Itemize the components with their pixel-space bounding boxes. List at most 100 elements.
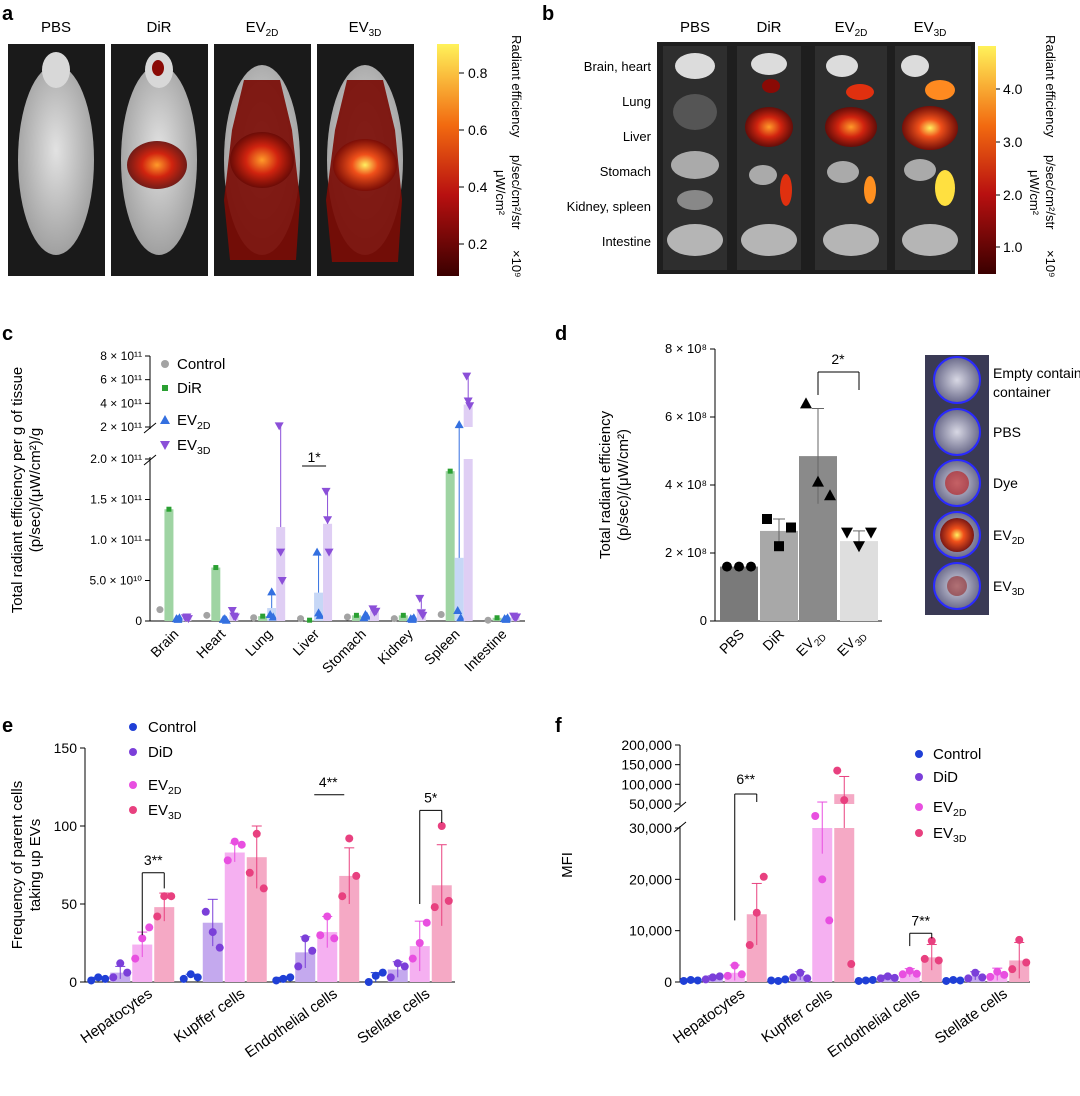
e-point [338, 892, 347, 901]
e-point [101, 974, 110, 983]
e-x-tick-label: Kupffer cells [171, 985, 248, 1046]
e-bar [154, 907, 175, 982]
f-point [803, 974, 812, 983]
b-label-ev3d: EV3D [914, 19, 947, 39]
panel-letter-d: d [555, 323, 567, 345]
c-point [462, 372, 472, 381]
e-point [116, 959, 125, 968]
d-point [762, 514, 772, 524]
a-colorbar-ticks: 0.8 0.6 0.4 0.2 [459, 65, 488, 252]
d-y-label: Total radiant efficiency [597, 410, 614, 559]
a-cbar-tick: 0.4 [468, 179, 488, 195]
f-point [890, 973, 899, 982]
c-y-tick-label: 2.0 × 10¹¹ [90, 452, 142, 466]
f-point [912, 969, 921, 978]
c-point [321, 487, 331, 496]
f-axis-break [673, 821, 687, 833]
d-point [746, 561, 756, 572]
e-y-label: taking up EVs [27, 819, 44, 912]
c-point [260, 613, 266, 619]
d-point [812, 475, 824, 487]
c-point [456, 613, 466, 622]
f-legend-label: EV2D [933, 799, 967, 819]
f-x-tick-label: Kupffer cells [758, 985, 835, 1046]
d-well-pbs [933, 408, 981, 456]
panel-b: PBS DiR EV2D EV3D Brain, heart Lung Live… [545, 19, 1058, 278]
a-label-ev2d: EV2D [246, 19, 279, 39]
d-well-dye [933, 459, 981, 507]
c-point [166, 506, 172, 512]
c-y-tick-label: 1.0 × 10¹¹ [90, 533, 142, 547]
a-colorbar-label: Radiant efficiency p/sec/cm²/str μW/cm² … [493, 35, 524, 278]
c-point [276, 548, 286, 557]
c-point [400, 612, 406, 618]
e-point [167, 892, 176, 901]
f-y-tick-label: 20,000 [629, 871, 672, 887]
c-point [437, 611, 445, 619]
e-point [415, 939, 424, 947]
f-point [840, 796, 849, 805]
d-point [865, 527, 877, 539]
panel-d-image: Empty container container PBS Dye EV2D E… [925, 355, 1080, 615]
c-y-tick-label: 4 × 10¹¹ [100, 396, 142, 410]
a-label-dir: DiR [147, 19, 172, 36]
f-legend-label: EV3D [933, 825, 967, 845]
c-point [463, 397, 473, 406]
c-y-tick-label: 2 × 10¹¹ [100, 420, 142, 434]
f-point [920, 954, 929, 963]
f-point [1015, 935, 1024, 944]
d-well-ev3d [933, 562, 981, 610]
f-point [686, 975, 695, 984]
f-y-tick-label: 0 [664, 974, 672, 990]
c-y-tick-label: 0 [135, 614, 142, 628]
b-cbar-scale: ×10⁹ [1043, 250, 1058, 278]
f-y-tick-label: 50,000 [629, 796, 672, 812]
e-bar [317, 932, 338, 982]
e-bar [132, 944, 153, 982]
d-well-empty [933, 356, 981, 404]
d-x-tick-label: PBS [716, 626, 747, 657]
b-colorbar-ticks: 4.0 3.0 2.0 1.0 [996, 81, 1023, 255]
c-point [203, 611, 211, 619]
c-point [484, 616, 492, 624]
e-point [422, 918, 431, 927]
e-point [323, 912, 332, 921]
f-point [854, 976, 863, 985]
c-point [362, 611, 372, 620]
a-cbar-unit-num: p/sec/cm²/str [509, 155, 524, 230]
f-point [1000, 970, 1009, 979]
c-bar [463, 404, 473, 427]
e-legend-marker [129, 806, 137, 814]
c-point [174, 613, 184, 622]
f-point [825, 916, 834, 925]
e-y-tick-label: 100 [54, 818, 78, 834]
e-y-label: Frequency of parent cells [9, 781, 26, 949]
d-point [853, 541, 865, 553]
f-bar [834, 828, 855, 982]
b-organ-label: Kidney, spleen [567, 199, 651, 214]
f-legend-marker [915, 750, 923, 758]
c-point [409, 613, 419, 622]
f-point [737, 970, 746, 979]
e-point [252, 829, 261, 838]
f-point [701, 975, 710, 984]
f-legend-marker [915, 829, 923, 837]
c-legend-marker [162, 385, 168, 391]
c-y-label: (p/sec)/(μW/cm²)/g [27, 428, 44, 552]
d-point [722, 561, 732, 572]
c-point [453, 605, 463, 614]
f-x-tick-label: Hepatocytes [670, 985, 748, 1047]
c-legend-marker [160, 415, 170, 424]
b-organ-label: Liver [623, 129, 652, 144]
e-point [123, 968, 132, 977]
e-point [145, 923, 154, 932]
f-point [679, 976, 688, 985]
b-organ-label: Lung [622, 94, 651, 109]
c-legend-label: DiR [177, 380, 202, 397]
c-point [447, 468, 453, 474]
c-point [230, 613, 240, 622]
c-point [274, 422, 284, 431]
e-point [208, 928, 217, 937]
c-x-tick-label: Lung [242, 626, 275, 659]
c-point [213, 565, 219, 571]
